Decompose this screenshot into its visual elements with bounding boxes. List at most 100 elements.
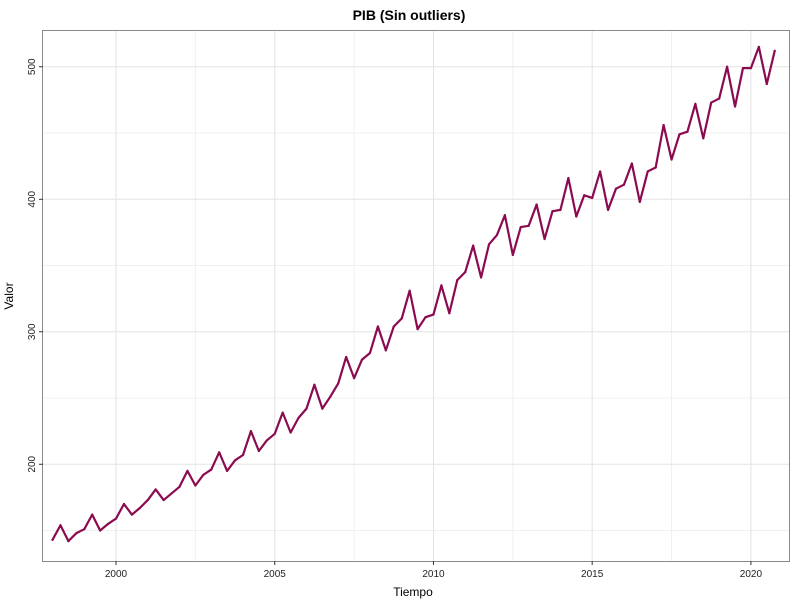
data-point [551, 210, 554, 213]
series-line [51, 45, 776, 543]
data-point [583, 194, 586, 197]
data-point [194, 484, 197, 487]
y-axis-title: Valor [2, 282, 16, 309]
data-point [257, 449, 260, 453]
data-point [495, 233, 499, 237]
data-point [559, 208, 562, 211]
chart-title: PIB (Sin outliers) [353, 7, 466, 23]
data-point [448, 312, 451, 315]
panel-border [42, 30, 790, 562]
data-point [99, 529, 102, 532]
data-point [297, 416, 300, 419]
data-point [218, 451, 221, 454]
data-point [170, 492, 173, 495]
data-point [384, 349, 387, 352]
data-point [472, 244, 475, 247]
data-point [535, 203, 538, 206]
data-point [138, 506, 141, 510]
data-point [487, 243, 491, 246]
data-point [773, 49, 776, 52]
data-point [479, 276, 483, 279]
data-point [749, 67, 753, 70]
data-point [519, 226, 522, 229]
data-point [241, 453, 245, 457]
data-point [114, 517, 118, 520]
data-point [59, 524, 62, 527]
data-point [440, 284, 443, 287]
gridlines [43, 31, 789, 561]
data-point [456, 279, 459, 282]
data-point [741, 67, 745, 70]
data-point [376, 325, 380, 328]
data-point [146, 498, 149, 502]
x-tick-label: 2005 [264, 569, 287, 580]
data-point [765, 82, 768, 86]
x-tick-label: 2015 [581, 569, 604, 580]
data-point [694, 102, 697, 105]
data-point [233, 459, 237, 462]
data-point [210, 468, 213, 471]
data-point [725, 65, 729, 68]
data-point [51, 538, 54, 541]
data-point [614, 187, 618, 190]
data-point [670, 158, 673, 161]
data-point [337, 382, 340, 385]
data-point [511, 253, 514, 257]
data-point [83, 528, 86, 531]
data-point [630, 162, 633, 165]
data-point [464, 271, 467, 274]
data-point [678, 133, 681, 136]
data-point [289, 431, 292, 434]
data-point [75, 532, 78, 535]
data-point [91, 513, 94, 516]
data-point [392, 325, 395, 328]
data-point [408, 289, 411, 292]
y-tick-label: 200 [27, 455, 38, 472]
data-point [662, 123, 665, 127]
data-point [226, 469, 229, 472]
x-tick-label: 2020 [740, 569, 763, 580]
data-point [162, 498, 165, 502]
data-point [265, 439, 268, 442]
data-point [503, 214, 506, 217]
data-point [122, 502, 126, 506]
data-point [622, 183, 626, 186]
y-tick-label: 500 [27, 58, 38, 75]
data-point [305, 407, 308, 410]
data-point [178, 485, 181, 488]
data-point [646, 170, 649, 173]
data-point [202, 473, 205, 476]
data-point [757, 45, 760, 49]
data-point [130, 513, 133, 516]
data-point [606, 208, 610, 211]
data-point [313, 383, 316, 386]
axes: 2000 2005 2010 2015 2020 200 300 400 500 [27, 58, 762, 580]
data-point [329, 395, 332, 398]
data-point [591, 196, 594, 200]
data-point [710, 101, 713, 104]
data-point [249, 430, 253, 433]
data-point [106, 522, 110, 526]
data-point [281, 411, 284, 414]
data-point [527, 224, 530, 227]
data-point [638, 200, 641, 204]
data-point [186, 469, 189, 472]
x-tick-label: 2000 [105, 569, 128, 580]
data-point [543, 237, 546, 241]
y-tick-label: 400 [27, 190, 38, 207]
data-point [575, 215, 578, 218]
data-point [321, 407, 324, 410]
data-point [368, 351, 372, 355]
y-tick-label: 300 [27, 323, 38, 340]
data-point [416, 328, 419, 331]
x-tick-label: 2010 [422, 569, 445, 580]
data-point [154, 488, 157, 491]
data-point [702, 137, 705, 140]
data-point [67, 540, 70, 543]
data-point [718, 97, 721, 100]
data-point [360, 358, 364, 361]
data-point [352, 377, 356, 380]
data-point [733, 105, 737, 108]
